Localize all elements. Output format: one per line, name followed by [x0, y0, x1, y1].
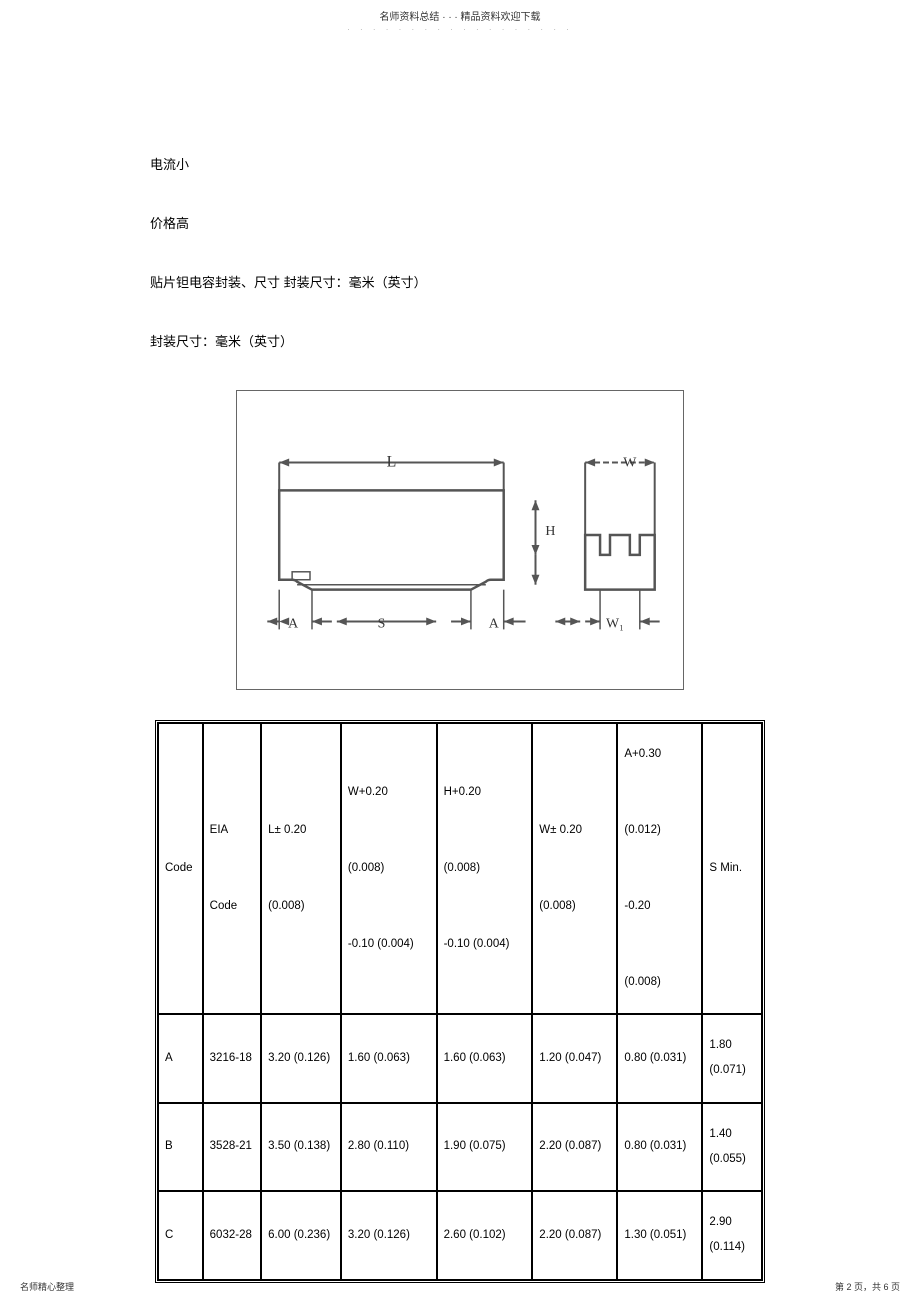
- header-s: S Min.: [702, 723, 762, 1014]
- cell-l: 6.00 (0.236): [261, 1191, 341, 1280]
- cell-a: 0.80 (0.031): [617, 1103, 702, 1192]
- header-code: Code: [158, 723, 203, 1014]
- cell-w: 3.20 (0.126): [341, 1191, 437, 1280]
- cell-w1: 2.20 (0.087): [532, 1191, 617, 1280]
- table-row: C 6032-28 6.00 (0.236) 3.20 (0.126) 2.60…: [158, 1191, 762, 1280]
- cell-w1: 2.20 (0.087): [532, 1103, 617, 1192]
- footer-right: 第 2 页，共 6 页: [835, 1280, 900, 1293]
- text-line-3: 贴片钽电容封装、尺寸 封装尺寸：毫米（英寸）: [150, 272, 770, 291]
- cell-w: 1.60 (0.063): [341, 1014, 437, 1103]
- cell-eia: 3216-18: [203, 1014, 261, 1103]
- cell-eia: 6032-28: [203, 1191, 261, 1280]
- label-H: H: [545, 524, 555, 539]
- cell-s: 1.40 (0.055): [702, 1103, 762, 1192]
- cell-l: 3.50 (0.138): [261, 1103, 341, 1192]
- cell-code: A: [158, 1014, 203, 1103]
- table-header-row: Code EIACode L± 0.20(0.008) W+0.20(0.008…: [158, 723, 762, 1014]
- text-line-4: 封装尺寸：毫米（英寸）: [150, 331, 770, 350]
- cell-code: C: [158, 1191, 203, 1280]
- content-area: 电流小 价格高 贴片钽电容封装、尺寸 封装尺寸：毫米（英寸） 封装尺寸：毫米（英…: [0, 34, 920, 1283]
- dimensions-table: Code EIACode L± 0.20(0.008) W+0.20(0.008…: [155, 720, 765, 1283]
- cell-h: 2.60 (0.102): [437, 1191, 533, 1280]
- cell-a: 0.80 (0.031): [617, 1014, 702, 1103]
- text-line-1: 电流小: [150, 154, 770, 173]
- cell-l: 3.20 (0.126): [261, 1014, 341, 1103]
- label-W: W: [623, 455, 637, 470]
- header-l: L± 0.20(0.008): [261, 723, 341, 1014]
- header-a: A+0.30(0.012)-0.20(0.008): [617, 723, 702, 1014]
- cell-w: 2.80 (0.110): [341, 1103, 437, 1192]
- cell-code: B: [158, 1103, 203, 1192]
- cell-h: 1.90 (0.075): [437, 1103, 533, 1192]
- label-A1: A: [288, 616, 298, 631]
- table-row: A 3216-18 3.20 (0.126) 1.60 (0.063) 1.60…: [158, 1014, 762, 1103]
- label-S: S: [378, 616, 386, 631]
- package-diagram: L W H: [236, 390, 684, 690]
- header-h: H+0.20(0.008)-0.10 (0.004): [437, 723, 533, 1014]
- header-eia: EIACode: [203, 723, 261, 1014]
- label-W1: W₁: [606, 616, 624, 631]
- text-line-2: 价格高: [150, 213, 770, 232]
- label-L: L: [387, 453, 397, 470]
- header-w: W+0.20(0.008)-0.10 (0.004): [341, 723, 437, 1014]
- header-title: 名师资料总结 · · · 精品资料欢迎下载: [0, 0, 920, 23]
- cell-eia: 3528-21: [203, 1103, 261, 1192]
- cell-a: 1.30 (0.051): [617, 1191, 702, 1280]
- cell-s: 1.80 (0.071): [702, 1014, 762, 1103]
- footer-left: 名师精心整理: [20, 1280, 74, 1293]
- cell-w1: 1.20 (0.047): [532, 1014, 617, 1103]
- table-row: B 3528-21 3.50 (0.138) 2.80 (0.110) 1.90…: [158, 1103, 762, 1192]
- cell-h: 1.60 (0.063): [437, 1014, 533, 1103]
- cell-s: 2.90 (0.114): [702, 1191, 762, 1280]
- diagram-svg: L W H: [237, 391, 683, 689]
- header-dots: · · · · · · · · · · · · · · · · · ·: [0, 23, 920, 34]
- header-w1: W± 0.20(0.008): [532, 723, 617, 1014]
- label-A2: A: [489, 616, 499, 631]
